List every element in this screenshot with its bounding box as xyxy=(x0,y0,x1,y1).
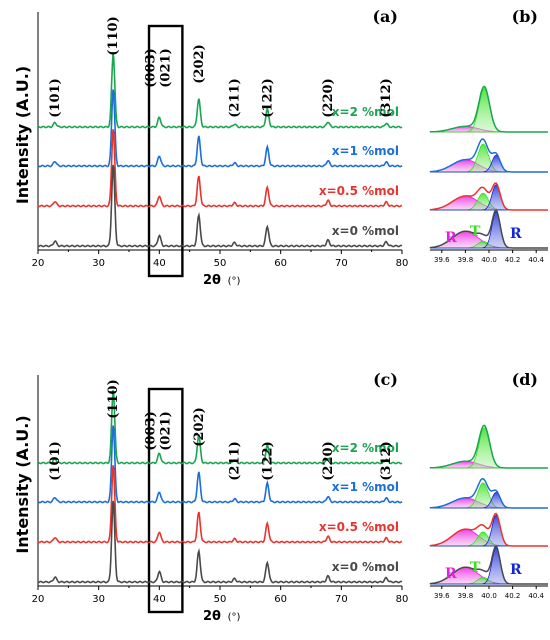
panel-d-x-tick-label: 39.6 xyxy=(434,592,450,600)
panel-d-x-tick-label: 40.4 xyxy=(528,592,544,600)
panel-c-peak-label: (312) xyxy=(379,441,394,480)
panel-a-peak-label: (003) xyxy=(143,48,158,87)
panel-a-peak-label: (122) xyxy=(260,78,275,117)
panel-a-peak-label: (211) xyxy=(228,78,243,117)
panel-a-peak-label: (021) xyxy=(158,48,173,87)
panel-c-series-line xyxy=(37,390,403,465)
panel-d-x-tick-label: 39.8 xyxy=(458,592,474,600)
panel-b-envelope-line xyxy=(429,182,548,211)
panel-c-y-axis-label: Intensity (A.U.) xyxy=(13,415,32,553)
panel-b-phase-label: R xyxy=(445,230,457,246)
panel-c-x-tick-label: 80 xyxy=(396,594,409,605)
panel-d-x-tick-label: 40.0 xyxy=(481,592,497,600)
panel-b-x-tick-label: 39.8 xyxy=(458,256,474,264)
panel-a-series-line xyxy=(37,54,403,129)
panel-b-envelope-line xyxy=(429,85,548,133)
panel-c-series-line xyxy=(37,465,403,544)
panel-d-envelope-line xyxy=(429,545,548,585)
panel-c-peak-label: (220) xyxy=(321,441,336,480)
panel-d-envelope-line xyxy=(430,424,548,469)
panel-d-phase-label: R xyxy=(445,566,457,582)
panel-a-x-axis-unit: (°) xyxy=(228,276,241,287)
panel-b-x-tick-label: 40.2 xyxy=(505,256,521,264)
panel-c-peak-label: (101) xyxy=(48,441,63,480)
panel-b-component-peak xyxy=(430,87,548,133)
panel-a-peak-label: (220) xyxy=(321,78,336,117)
panel-a-panel-label: (a) xyxy=(372,7,398,26)
panel-c-x-axis-label: 2θ xyxy=(203,609,221,624)
panel-d-component-peak xyxy=(430,427,548,469)
panel-a-peak-label: (101) xyxy=(48,78,63,117)
panel-b-envelope-line xyxy=(429,138,548,173)
panel-c-series-label: x=0.5 %mol xyxy=(319,520,399,534)
panel-a-x-tick-label: 50 xyxy=(214,258,227,269)
panel-c-x-tick-label: 40 xyxy=(153,594,166,605)
panel-c-series-label: x=1 %mol xyxy=(332,480,399,494)
panel-a-highlight-box xyxy=(147,24,184,278)
panel-a-x-tick-label: 40 xyxy=(153,258,166,269)
panel-a-peak-label: (312) xyxy=(379,78,394,117)
panel-c-x-tick-label: 70 xyxy=(335,594,348,605)
panel-a-x-tick-label: 30 xyxy=(92,258,105,269)
panel-d-panel-label: (d) xyxy=(512,370,538,389)
panel-b-panel-label: (b) xyxy=(512,7,538,26)
panel-a-peak-label: (110) xyxy=(106,16,121,55)
panel-c-x-tick-label: 50 xyxy=(214,594,227,605)
panel-c-peak-label: (122) xyxy=(260,441,275,480)
panel-b-x-tick-label: 40.0 xyxy=(481,256,497,264)
panel-c-peak-label: (003) xyxy=(143,411,158,450)
panel-c-series-label: x=0 %mol xyxy=(332,560,399,574)
panel-a-series-label: x=2 %mol xyxy=(332,105,399,119)
panel-c-peak-label: (021) xyxy=(158,411,173,450)
panel-c-panel-label: (c) xyxy=(373,370,398,389)
panel-a-series-line xyxy=(37,129,403,208)
panel-b-x-tick-label: 40.4 xyxy=(528,256,544,264)
panel-c-x-tick-label: 60 xyxy=(274,594,287,605)
panel-c-series-label: x=2 %mol xyxy=(332,441,399,455)
panel-c-x-tick-label: 20 xyxy=(32,594,45,605)
panel-a-series-line xyxy=(37,89,403,168)
panel-a-series-line xyxy=(37,164,403,248)
panel-c-series-line xyxy=(37,500,403,584)
panel-a-series-label: x=0 %mol xyxy=(332,224,399,238)
panel-a-series-label: x=1 %mol xyxy=(332,144,399,158)
panel-b-phase-label: T xyxy=(470,224,481,240)
panel-a-x-tick-label: 80 xyxy=(396,258,409,269)
panel-a-series-label: x=0.5 %mol xyxy=(319,184,399,198)
panel-b-phase-label: R xyxy=(510,226,522,242)
panel-a-x-tick-label: 60 xyxy=(274,258,287,269)
panel-a-y-axis-label: Intensity (A.U.) xyxy=(13,66,32,204)
panel-c-peak-label: (110) xyxy=(106,379,121,418)
panel-d-phase-label: R xyxy=(510,562,522,578)
panel-d-phase-label: T xyxy=(470,560,481,576)
panel-d-x-tick-label: 40.2 xyxy=(505,592,521,600)
panel-d-envelope-line xyxy=(429,477,548,509)
panel-c-peak-label: (202) xyxy=(192,407,207,446)
panel-d-envelope-line xyxy=(429,512,548,547)
panel-a-x-tick-label: 70 xyxy=(335,258,348,269)
panel-c-x-axis-unit: (°) xyxy=(228,612,241,623)
panel-c-series-line xyxy=(37,425,403,504)
panel-b-envelope-line xyxy=(429,209,548,249)
panel-a-x-axis-label: 2θ xyxy=(203,273,221,288)
panel-c-highlight-box xyxy=(147,387,184,614)
panel-a-peak-label: (202) xyxy=(192,44,207,83)
panel-b-x-tick-label: 39.6 xyxy=(434,256,450,264)
panel-c-x-tick-label: 30 xyxy=(92,594,105,605)
panel-c-peak-label: (211) xyxy=(228,441,243,480)
panel-a-x-tick-label: 20 xyxy=(32,258,45,269)
